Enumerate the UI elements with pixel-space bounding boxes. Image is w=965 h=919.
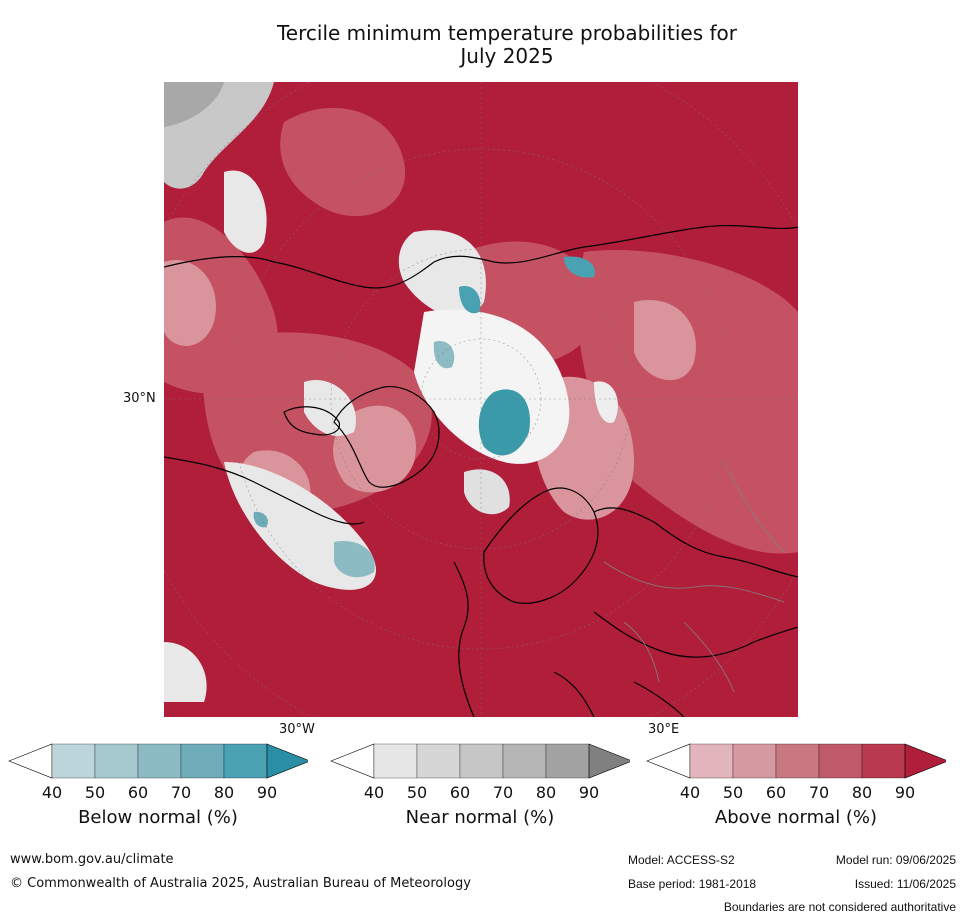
colorbar-bin-1	[732, 743, 777, 779]
colorbar-bin-3	[502, 743, 547, 779]
colorbar-tick-label: 70	[170, 783, 192, 802]
colorbar-tick-label: 60	[127, 783, 149, 802]
colorbar-bin-1	[416, 743, 461, 779]
model-text: Model: ACCESS-S2	[628, 853, 735, 867]
colorbar-tick-label: 60	[765, 783, 787, 802]
colorbar-bin-3	[818, 743, 863, 779]
colorbar-tick-label: 90	[578, 783, 600, 802]
colorbar-tick-label: 90	[894, 783, 916, 802]
colorbar-tick-label: 50	[84, 783, 106, 802]
colorbar-below-title: Below normal (%)	[78, 807, 238, 828]
below-normal-regions	[253, 256, 595, 578]
graticule	[164, 82, 798, 717]
colorbar-tick-label: 50	[722, 783, 744, 802]
colorbar-above-normal: 40 50 60 70 80 90 Above normal (%)	[646, 743, 946, 853]
colorbar-bin-2	[459, 743, 504, 779]
lat-label-30n: 30°N	[123, 391, 156, 406]
colorbar-bin-4	[223, 743, 268, 779]
colorbar-bin-0	[51, 743, 96, 779]
model-run-text: Model run: 09/06/2025	[835, 853, 956, 867]
colorbar-tick-label: 40	[363, 783, 385, 802]
colorbar-tick-label: 80	[851, 783, 873, 802]
colorbar-tick-label: 70	[492, 783, 514, 802]
colorbar-near-title: Near normal (%)	[405, 807, 555, 828]
colorbar-low-extend	[8, 743, 53, 779]
website-text: www.bom.gov.au/climate	[10, 852, 174, 867]
map-title-line2: July 2025	[460, 44, 554, 68]
copyright-text: © Commonwealth of Australia 2025, Austra…	[10, 876, 471, 891]
colorbar-tick-label: 40	[41, 783, 63, 802]
colorbar-above-title: Above normal (%)	[714, 807, 878, 828]
coastlines	[164, 224, 798, 717]
colorbar-near-normal: 40 50 60 70 80 90 Near normal (%)	[330, 743, 630, 853]
colorbar-tick-label: 80	[213, 783, 235, 802]
colorbar-bin-4	[861, 743, 906, 779]
colorbar-tick-label: 90	[256, 783, 278, 802]
disclaimer-text: Boundaries are not considered authoritat…	[723, 900, 956, 914]
colorbar-bin-3	[180, 743, 225, 779]
colorbar-tick-label: 40	[679, 783, 701, 802]
colorbar-tick-label: 50	[406, 783, 428, 802]
lon-label-30e: 30°E	[648, 722, 680, 737]
lon-label-30w: 30°W	[279, 722, 315, 737]
map-title-line1: Tercile minimum temperature probabilitie…	[276, 21, 738, 45]
colorbar-tick-label: 60	[449, 783, 471, 802]
colorbar-tick-label: 80	[535, 783, 557, 802]
colorbar-below-normal: 40 50 60 70 80 90 Below normal (%)	[8, 743, 308, 853]
probability-map	[164, 82, 798, 717]
colorbar-high-extend	[904, 743, 946, 779]
colorbar-bin-4	[545, 743, 590, 779]
issued-text: Issued: 11/06/2025	[854, 877, 956, 891]
country-borders	[603, 461, 785, 693]
colorbar-bin-1	[94, 743, 139, 779]
colorbar-bin-2	[137, 743, 182, 779]
colorbar-bin-2	[775, 743, 820, 779]
colorbar-bin-0	[373, 743, 418, 779]
colorbar-low-extend	[330, 743, 375, 779]
colorbar-tick-label: 70	[808, 783, 830, 802]
base-period-text: Base period: 1981-2018	[628, 877, 757, 891]
colorbar-high-extend	[588, 743, 630, 779]
colorbar-low-extend	[646, 743, 691, 779]
colorbar-high-extend	[266, 743, 308, 779]
colorbar-bin-0	[689, 743, 734, 779]
